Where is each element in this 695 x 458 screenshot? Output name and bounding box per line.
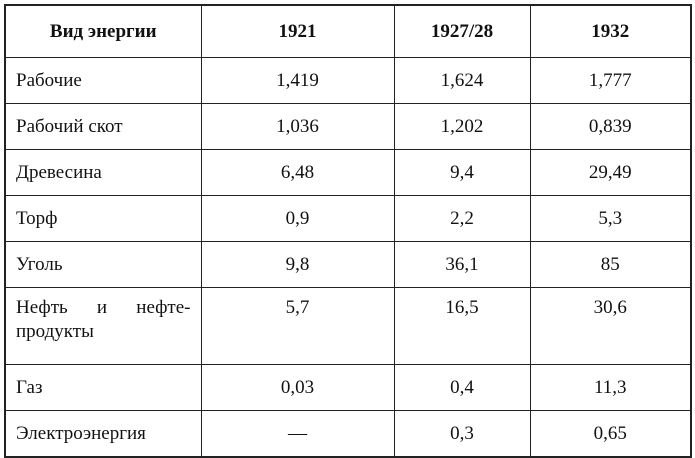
value-cell: 5,7 xyxy=(200,287,395,365)
row-label: Рабочие xyxy=(4,57,202,104)
row-label: Рабочий скот xyxy=(4,103,202,150)
table-body: Рабочие 1,419 1,624 1,777 Рабочий скот 1,036 1… xyxy=(4,57,692,458)
header-cell: 1927/28 xyxy=(393,4,531,58)
value-cell: 9,8 xyxy=(200,241,395,288)
table-row: Рабочий скот 1,036 1,202 0,839 xyxy=(4,103,692,150)
table-row: Древесина 6,48 9,4 29,49 xyxy=(4,149,692,196)
value-cell: 0,9 xyxy=(200,195,395,242)
row-label: Уголь xyxy=(4,241,202,288)
value-cell: 30,6 xyxy=(529,287,692,365)
value-cell: 0,65 xyxy=(529,410,692,458)
value-cell: 16,5 xyxy=(393,287,531,365)
row-label: Газ xyxy=(4,364,202,411)
value-cell: 2,2 xyxy=(393,195,531,242)
table-row: Торф 0,9 2,2 5,3 xyxy=(4,195,692,242)
table-row: Нефть и нефте-продукты 5,7 16,5 30,6 xyxy=(4,287,692,365)
value-cell: 1,624 xyxy=(393,57,531,104)
value-cell: 85 xyxy=(529,241,692,288)
value-cell: 1,036 xyxy=(200,103,395,150)
row-label: Нефть и нефте-продукты xyxy=(4,287,202,365)
value-cell: 1,419 xyxy=(200,57,395,104)
table-row: Рабочие 1,419 1,624 1,777 xyxy=(4,57,692,104)
value-cell: 0,03 xyxy=(200,364,395,411)
value-cell: 1,777 xyxy=(529,57,692,104)
value-cell: 0,839 xyxy=(529,103,692,150)
table-row: Газ 0,03 0,4 11,3 xyxy=(4,364,692,411)
value-cell: 6,48 xyxy=(200,149,395,196)
header-row: Вид энергии 1921 1927/28 1932 xyxy=(4,4,692,58)
table-row: Уголь 9,8 36,1 85 xyxy=(4,241,692,288)
row-label: Торф xyxy=(4,195,202,242)
row-label: Древесина xyxy=(4,149,202,196)
value-cell: 1,202 xyxy=(393,103,531,150)
header-cell: Вид энергии xyxy=(4,4,202,58)
value-cell: 0,3 xyxy=(393,410,531,458)
table-head: Вид энергии 1921 1927/28 1932 xyxy=(4,4,692,58)
value-cell: 5,3 xyxy=(529,195,692,242)
value-cell: — xyxy=(200,410,395,458)
value-cell: 29,49 xyxy=(529,149,692,196)
row-label: Электроэнергия xyxy=(4,410,202,458)
header-cell: 1932 xyxy=(529,4,692,58)
energy-table: Вид энергии 1921 1927/28 1932 Рабочие 1,419 1… xyxy=(4,4,692,458)
table-row: Электроэнергия —0,3 0,65 xyxy=(4,410,692,458)
value-cell: 0,4 xyxy=(393,364,531,411)
value-cell: 11,3 xyxy=(529,364,692,411)
value-cell: 36,1 xyxy=(393,241,531,288)
header-cell: 1921 xyxy=(200,4,395,58)
value-cell: 9,4 xyxy=(393,149,531,196)
